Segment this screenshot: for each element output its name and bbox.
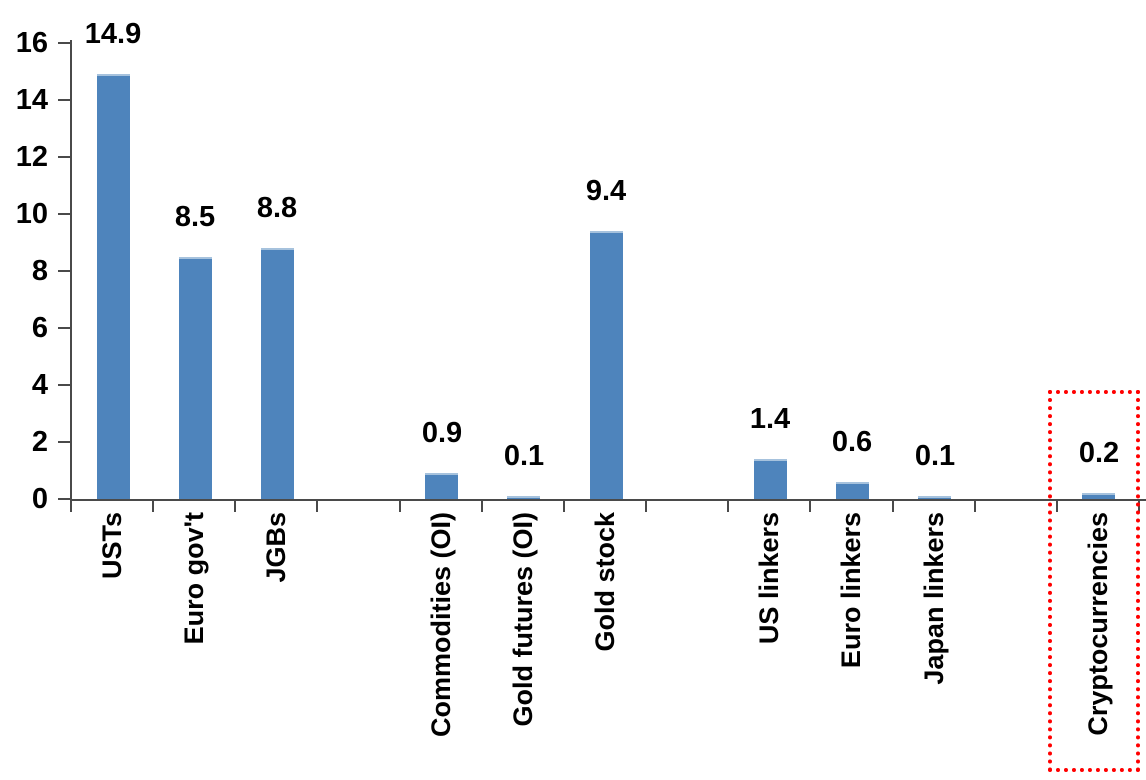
y-axis-tick-label: 8 [31,255,48,287]
category-label-commodities-oi: Commodities (OI) [426,512,456,738]
bar-value-label-japan-linkers: 0.1 [914,440,956,472]
y-axis-tick-label: 4 [31,369,48,401]
bar-value-label-euro-linkers: 0.6 [831,426,873,458]
y-axis-tick-label: 6 [31,312,48,344]
x-axis-tick [152,499,154,512]
x-axis-tick [727,499,729,512]
category-label-euro-gov-t: Euro gov't [179,512,209,645]
y-axis-tick [58,156,70,158]
bar-value-label-cryptocurrencies: 0.2 [1078,437,1120,469]
bar-japan-linkers [918,496,951,499]
category-label-gold-futures-oi: Gold futures (OI) [508,512,538,727]
bar-value-label-gold-stock: 9.4 [585,175,627,207]
highlight-box [1048,390,1140,772]
y-axis-tick-label: 2 [31,426,48,458]
y-axis-tick [58,99,70,101]
bar-commodities-oi [425,473,458,499]
category-label-japan-linkers: Japan linkers [919,512,949,685]
y-axis-tick [58,270,70,272]
y-axis-tick [58,213,70,215]
bar-value-label-jgbs: 8.8 [256,192,298,224]
y-axis-tick [58,42,70,44]
y-axis-line [70,40,72,501]
category-label-usts: USTs [97,512,127,580]
bar-jgbs [261,248,294,499]
bar-value-label-commodities-oi: 0.9 [421,417,463,449]
x-axis-tick [399,499,401,512]
x-axis-tick [70,499,72,512]
x-axis-tick [563,499,565,512]
bar-usts [97,74,130,499]
bar-euro-linkers [836,482,869,499]
bar-us-linkers [754,459,787,499]
bar-gold-futures-oi [507,496,540,499]
bar-value-label-us-linkers: 1.4 [749,403,791,435]
y-axis-tick [58,384,70,386]
y-axis-tick [58,327,70,329]
bar-gold-stock [590,231,623,499]
category-label-jgbs: JGBs [261,512,291,583]
y-axis-tick [58,441,70,443]
x-axis-tick [316,499,318,512]
x-axis-tick [645,499,647,512]
x-axis-tick [1056,499,1058,512]
y-axis-tick-label: 10 [15,198,48,230]
y-axis-tick-label: 12 [15,141,48,173]
x-axis-tick [481,499,483,512]
y-axis-tick [58,498,70,500]
y-axis-tick-label: 14 [15,84,48,116]
x-axis-tick [974,499,976,512]
x-axis-line [70,499,1146,501]
category-label-euro-linkers: Euro linkers [836,512,866,669]
category-label-us-linkers: US linkers [754,512,784,645]
category-label-gold-stock: Gold stock [590,512,620,652]
bar-value-label-usts: 14.9 [84,18,142,50]
bar-euro-gov-t [179,257,212,499]
y-axis-tick-label: 16 [15,27,48,59]
y-axis-tick-label: 0 [31,483,48,515]
bar-value-label-gold-futures-oi: 0.1 [503,440,545,472]
bar-value-label-euro-gov-t: 8.5 [174,201,216,233]
bar-cryptocurrencies [1082,493,1115,499]
x-axis-tick [892,499,894,512]
x-axis-tick [234,499,236,512]
x-axis-tick [809,499,811,512]
